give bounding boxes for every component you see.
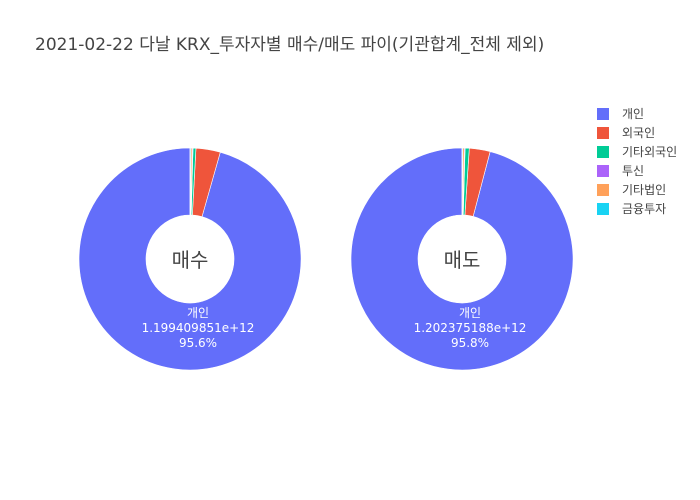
legend-label: 투신 (622, 164, 644, 178)
pie-slice-금융투자[interactable] (189, 147, 192, 216)
legend-swatch (597, 165, 609, 177)
legend-swatch (597, 108, 609, 120)
pie-slice-개인[interactable] (78, 147, 302, 371)
legend-label: 외국인 (622, 126, 655, 140)
legend-label: 기타법인 (622, 183, 666, 197)
legend-swatch (597, 146, 609, 158)
legend-item-금융투자[interactable]: 금융투자 (597, 202, 666, 216)
legend-label: 개인 (622, 107, 644, 121)
slice-label-개인: 개인 1.199409851e+12 95.6% (142, 306, 255, 350)
slice-label-개인: 개인 1.202375188e+12 95.8% (414, 306, 527, 350)
legend-item-개인[interactable]: 개인 (597, 107, 644, 121)
legend-swatch (597, 203, 609, 215)
legend-label: 기타외국인 (622, 145, 677, 159)
legend-swatch (597, 184, 609, 196)
pie-slice-금융투자[interactable] (461, 147, 464, 216)
legend-item-투신[interactable]: 투신 (597, 164, 644, 178)
legend-label: 금융투자 (622, 202, 666, 216)
legend-item-기타외국인[interactable]: 기타외국인 (597, 145, 677, 159)
legend-item-외국인[interactable]: 외국인 (597, 126, 655, 140)
legend-swatch (597, 127, 609, 139)
legend-item-기타법인[interactable]: 기타법인 (597, 183, 666, 197)
pie-slice-개인[interactable] (350, 147, 574, 371)
pie-center-label: 매수 (172, 248, 209, 272)
pie-center-label: 매도 (444, 248, 481, 272)
chart-title: 2021-02-22 다날 KRX_투자자별 매수/매도 파이(기관합계_전체 … (35, 35, 544, 55)
